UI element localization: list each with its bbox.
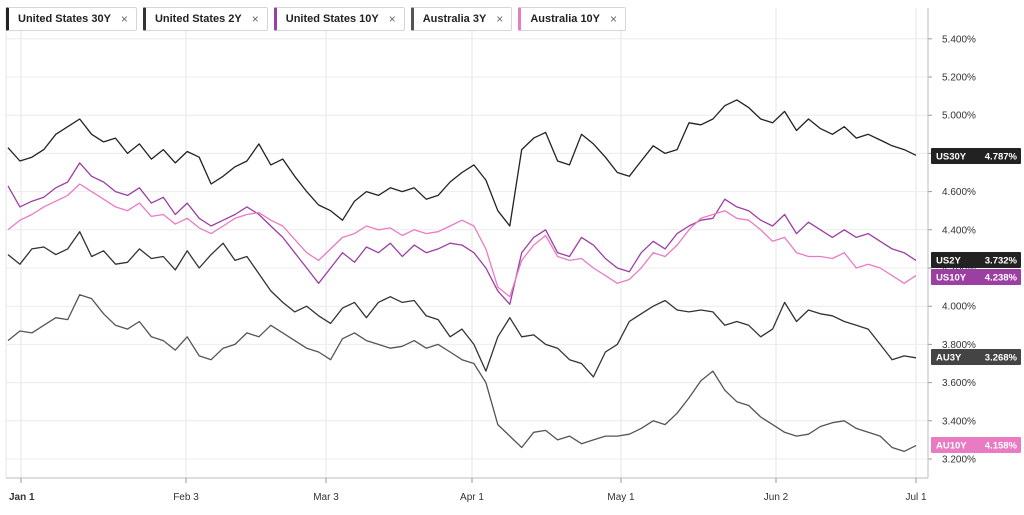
- badge-value: 3.732%: [985, 256, 1018, 267]
- y-tick-label: 3.400%: [942, 416, 976, 427]
- legend-label: United States 2Y: [154, 13, 242, 25]
- y-tick-label: 3.600%: [942, 378, 976, 389]
- legend-label: Australia 10Y: [530, 13, 601, 25]
- badge-bg: [931, 269, 1021, 285]
- y-tick-label: 4.600%: [942, 187, 976, 198]
- badge-bg: [931, 437, 1021, 453]
- y-tick-label: 4.400%: [942, 225, 976, 236]
- close-icon[interactable]: ×: [496, 12, 504, 26]
- series-layer: [7, 99, 917, 453]
- series-us2y-line[interactable]: [7, 231, 917, 378]
- legend: United States 30Y × United States 2Y × Uni…: [6, 7, 627, 31]
- series-us10y-badge: US10Y 4.238%: [931, 269, 1021, 285]
- badge-bg: [931, 148, 1021, 164]
- series-us10y-line[interactable]: [7, 162, 917, 305]
- value-badges: US30Y 4.787% US2Y 3.732% US10Y 4.238% AU3Y 3.26…: [931, 148, 1021, 453]
- y-tick-label: 3.200%: [942, 455, 976, 466]
- badge-bg: [931, 252, 1021, 268]
- legend-label: United States 30Y: [18, 13, 111, 25]
- x-tick-label: Feb 3: [173, 492, 199, 503]
- legend-label: Australia 3Y: [422, 13, 487, 25]
- y-tick-label: 5.200%: [942, 73, 976, 84]
- badge-code: US10Y: [936, 273, 967, 284]
- badge-code: US30Y: [936, 152, 967, 163]
- legend-item-us2y[interactable]: United States 2Y ×: [142, 7, 268, 31]
- x-tick-label: Jan 1: [9, 492, 35, 503]
- legend-item-us10y[interactable]: United States 10Y ×: [273, 7, 405, 31]
- legend-item-au3y[interactable]: Australia 3Y ×: [410, 7, 513, 31]
- badge-code: AU10Y: [936, 441, 967, 452]
- close-icon[interactable]: ×: [251, 12, 259, 26]
- badge-value: 4.238%: [985, 273, 1018, 284]
- close-icon[interactable]: ×: [120, 12, 128, 26]
- axes: 3.200%3.400%3.600%3.800%4.000%4.200%4.40…: [5, 8, 976, 503]
- series-us30y-line[interactable]: [7, 99, 917, 227]
- series-au3y-line[interactable]: [7, 294, 917, 453]
- x-tick-label: May 1: [607, 492, 635, 503]
- close-icon[interactable]: ×: [610, 12, 618, 26]
- x-tick-label: Apr 1: [460, 492, 484, 503]
- badge-code: US2Y: [936, 256, 961, 267]
- badge-bg: [931, 349, 1021, 365]
- series-au3y-badge: AU3Y 3.268%: [931, 349, 1021, 365]
- y-tick-label: 3.800%: [942, 340, 976, 351]
- x-tick-label: Mar 3: [313, 492, 339, 503]
- y-tick-label: 5.000%: [942, 111, 976, 122]
- badge-value: 3.268%: [985, 353, 1018, 364]
- legend-item-us30y[interactable]: United States 30Y ×: [6, 7, 137, 31]
- badge-value: 4.787%: [985, 152, 1018, 163]
- legend-item-au10y[interactable]: Australia 10Y ×: [518, 7, 627, 31]
- y-tick-label: 4.000%: [942, 302, 976, 313]
- series-au10y-badge: AU10Y 4.158%: [931, 437, 1021, 453]
- x-tick-label: Jul 1: [905, 492, 927, 503]
- series-us30y-badge: US30Y 4.787%: [931, 148, 1021, 164]
- series-au10y-line[interactable]: [7, 183, 917, 298]
- grid: [6, 8, 928, 478]
- badge-code: AU3Y: [936, 353, 962, 364]
- y-tick-label: 5.400%: [942, 34, 976, 45]
- series-us2y-badge: US2Y 3.732%: [931, 252, 1021, 268]
- legend-label: United States 10Y: [285, 13, 379, 25]
- badge-value: 4.158%: [985, 441, 1018, 452]
- close-icon[interactable]: ×: [388, 12, 396, 26]
- x-tick-label: Jun 2: [764, 492, 789, 503]
